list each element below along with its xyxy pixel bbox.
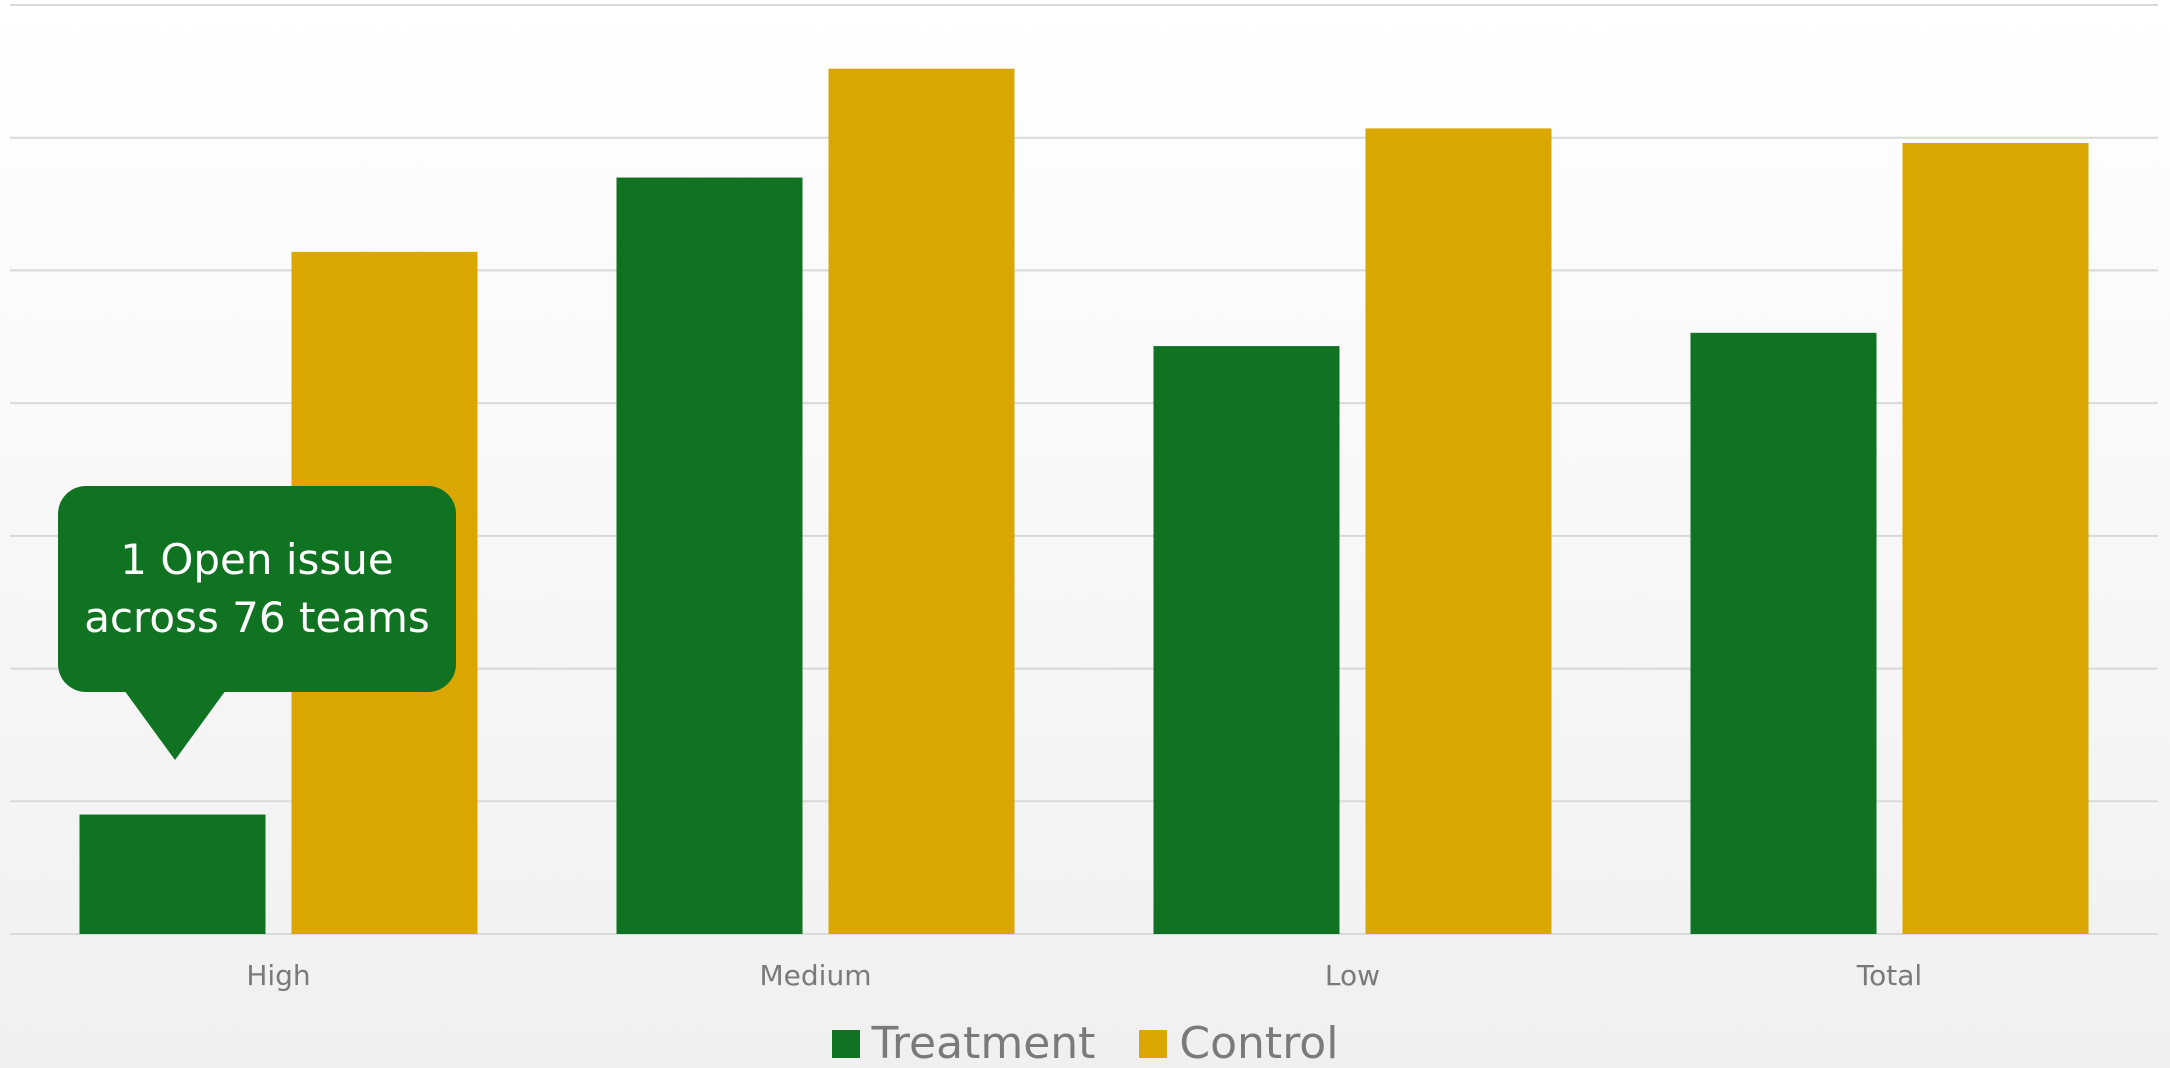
x-tick-label-low: Low — [1325, 959, 1380, 992]
x-tick-label-high: High — [246, 959, 310, 992]
legend-label-treatment: Treatment — [871, 1018, 1096, 1068]
x-axis-labels: High Medium Low Total — [246, 959, 1922, 992]
legend-label-control: Control — [1179, 1018, 1339, 1068]
bar-treatment-high — [79, 814, 266, 934]
callout-annotation: 1 Open issue across 76 teams — [58, 486, 456, 692]
bar-treatment-medium — [616, 177, 803, 934]
bar-treatment-total — [1690, 332, 1877, 934]
bar-treatment-low — [1153, 346, 1340, 935]
callout-line-1: 1 Open issue — [120, 535, 394, 584]
legend: Treatment Control — [0, 1018, 2170, 1068]
legend-swatch-treatment — [831, 1029, 860, 1058]
bar-control-medium — [828, 68, 1015, 934]
legend-item-control: Control — [1139, 1018, 1338, 1068]
bar-control-total — [1902, 143, 2089, 935]
legend-item-treatment: Treatment — [831, 1018, 1096, 1068]
x-tick-label-medium: Medium — [760, 959, 872, 992]
callout-line-2: across 76 teams — [84, 593, 430, 642]
x-tick-label-total: Total — [1856, 959, 1922, 992]
legend-swatch-control — [1139, 1029, 1168, 1058]
bar-control-low — [1365, 128, 1552, 934]
callout-pointer — [124, 690, 226, 760]
